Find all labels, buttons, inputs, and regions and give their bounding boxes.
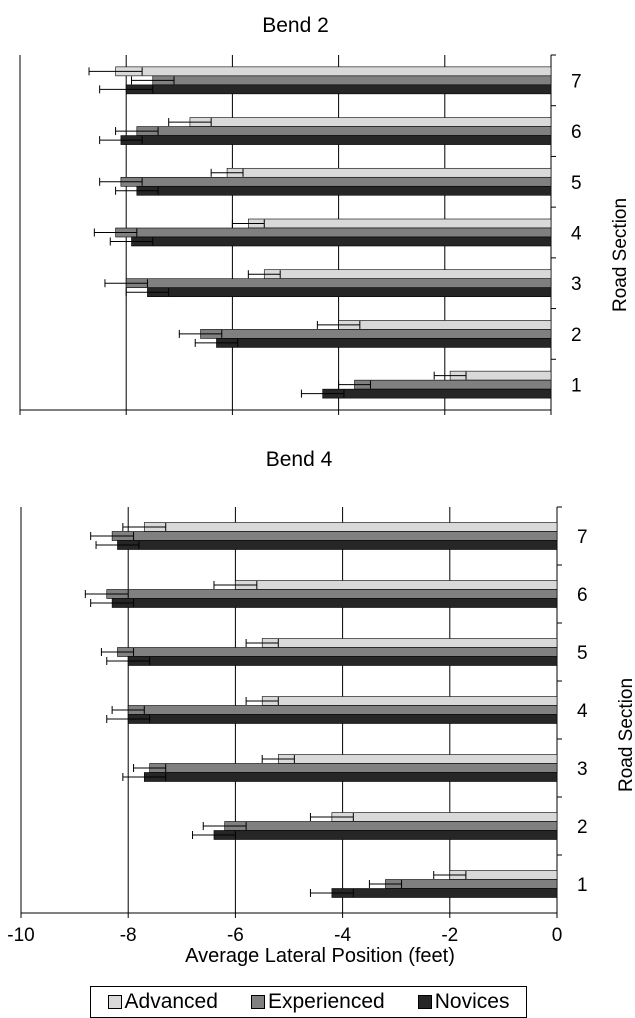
panel-1-category-label: 6 (571, 122, 582, 143)
legend-swatch-experienced (250, 995, 265, 1009)
panel-2-x-tick-label: -6 (227, 925, 244, 946)
panel-2-x-tick-label: 0 (552, 925, 563, 946)
legend-entry-advanced: Advanced (107, 990, 218, 1014)
legend-label-advanced: Advanced (124, 990, 218, 1013)
panel-1-bar-experienced (354, 379, 552, 390)
panel-2-bar-novices (127, 714, 558, 724)
panel-2-x-tick-label: -2 (441, 925, 458, 946)
panel-2-bar-advanced (277, 754, 558, 764)
panel-2-title: Bend 4 (266, 448, 333, 471)
figure: Bend 2 1 2 3 4 5 6 7 Road Section Bend 4 -10 -8 -6 -4… (7, 14, 635, 967)
legend-entry-novices: Novices (417, 990, 510, 1014)
panel-2-bar-novices (117, 540, 558, 550)
panel-2-y-axis-label: Road Section (616, 678, 635, 792)
panel-2-category-label: 1 (577, 875, 588, 896)
panel-2-bar-experienced (117, 647, 558, 657)
panel-2-x-tick-label: -8 (120, 925, 137, 946)
panel-2-bar-advanced (331, 812, 558, 822)
panel-2-bar-advanced (143, 522, 558, 532)
panel-1-bar-novices (131, 236, 552, 247)
legend: Advanced Experienced Novices (90, 986, 527, 1018)
panel-1-bar-advanced (263, 269, 552, 280)
legend-label-experienced: Experienced (267, 990, 385, 1013)
panel-1-bar-advanced (115, 66, 552, 77)
panel-2-bar-novices (111, 598, 558, 608)
panel-2-bar-experienced (224, 821, 558, 831)
panel-2-category-label: 2 (577, 817, 588, 838)
panel-1-bar-advanced (226, 167, 552, 178)
panel-1-bar-novices (147, 287, 552, 298)
panel-2-category-label: 4 (577, 701, 588, 722)
panel-2-x-tick-label: -4 (334, 925, 351, 946)
panel-1-category-label: 7 (571, 71, 582, 92)
panel-2-bar-advanced (261, 638, 558, 648)
panel-1-bar-novices (125, 84, 552, 95)
panel-2-bar-novices (127, 656, 558, 666)
panel-1-bar-advanced (248, 218, 552, 229)
panel-2-bar-novices (213, 830, 558, 840)
panel-1-bar-novices (120, 135, 552, 145)
legend-label-novices: Novices (434, 990, 510, 1013)
panel-1-bar-experienced (115, 227, 552, 238)
panel-1-bar-novices (216, 338, 552, 348)
panel-1-category-label: 1 (571, 376, 582, 397)
panel-1-bar-experienced (200, 329, 552, 339)
panel-1-category-label: 3 (571, 274, 582, 295)
panel-2-bar-experienced (149, 763, 558, 773)
panel-2-bar-experienced (106, 589, 558, 599)
panel-1-category-label: 5 (571, 173, 582, 194)
panel-2-category-label: 3 (577, 759, 588, 780)
panel-1-title: Bend 2 (262, 14, 329, 37)
panel-1-y-axis-label: Road Section (610, 198, 631, 312)
panel-2-bar-novices (331, 888, 558, 898)
panel-1-bar-experienced (120, 176, 552, 187)
panel-1-bar-experienced (152, 75, 552, 86)
panel-1-category-label: 2 (571, 325, 582, 346)
legend-entry-experienced: Experienced (250, 990, 385, 1014)
panel-1-bar-experienced (125, 278, 552, 289)
panel-2-bar-novices (143, 772, 558, 782)
panel-1-bar-experienced (136, 126, 552, 136)
panel-1-bar-advanced (189, 117, 552, 127)
panel-2-category-label: 6 (577, 585, 588, 606)
panel-2-bar-experienced (385, 879, 558, 889)
panel-1-bar-novices (322, 388, 552, 399)
panel-2-x-axis-label: Average Lateral Position (feet) (185, 945, 455, 967)
panel-2-category-label: 5 (577, 643, 588, 664)
panel-2-category-label: 7 (577, 527, 588, 548)
panel-1-category-label: 4 (571, 224, 582, 245)
legend-swatch-novices (417, 995, 432, 1009)
panel-1-bar-novices (136, 185, 552, 196)
panel-2-bar-experienced (127, 705, 558, 715)
panel-2-x-tick-label: -10 (7, 925, 34, 946)
legend-swatch-advanced (107, 995, 122, 1009)
panel-2-bar-advanced (261, 696, 558, 706)
panel-1-bar-advanced (338, 320, 552, 330)
panel-2-bar-experienced (111, 531, 558, 541)
panel-2-bar-advanced (235, 580, 558, 590)
